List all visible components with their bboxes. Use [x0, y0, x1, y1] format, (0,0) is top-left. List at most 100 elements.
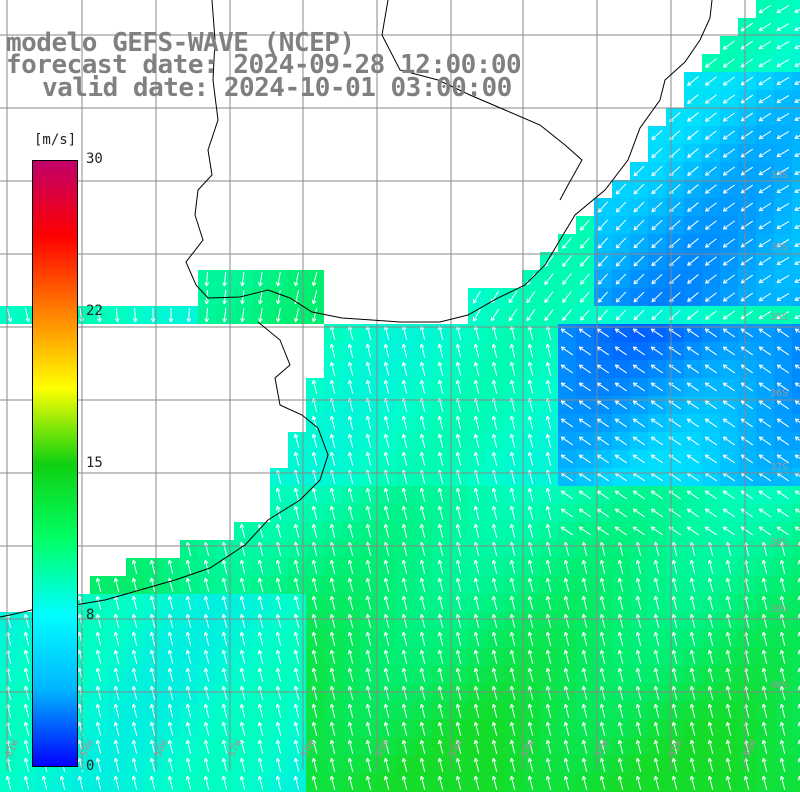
wind-arrow: [758, 418, 772, 428]
wind-arrow: [491, 343, 498, 358]
wind-arrow: [509, 379, 516, 394]
wind-arrow: [401, 415, 408, 430]
wind-arrow: [722, 76, 735, 86]
wind-arrow: [490, 308, 500, 322]
wind-arrow: [545, 379, 552, 394]
wind-arrow: [794, 364, 800, 369]
wind-arrow: [578, 328, 592, 338]
wind-arrow: [526, 308, 536, 322]
wind-arrow: [632, 382, 646, 392]
wind-arrow: [758, 526, 772, 536]
wind-arrow: [203, 577, 210, 592]
wind-arrow: [597, 237, 609, 249]
wind-arrow: [239, 523, 246, 538]
wind-arrow: [650, 382, 664, 392]
wind-arrow: [437, 505, 444, 520]
wind-arrow: [704, 526, 718, 536]
wind-arrow: [545, 451, 552, 466]
wind-arrow: [794, 526, 800, 531]
wind-arrow: [560, 418, 574, 428]
wind-cell: [792, 36, 800, 54]
wind-arrow: [311, 415, 318, 430]
lat-label: 35S: [770, 312, 788, 323]
wind-arrow: [437, 451, 444, 466]
wind-arrow: [794, 80, 800, 85]
wind-arrow: [579, 237, 590, 249]
wind-arrow: [221, 559, 228, 574]
wind-arrow: [293, 487, 300, 502]
wind-arrow: [794, 278, 800, 283]
wind-arrow: [560, 490, 574, 500]
wind-arrow: [722, 490, 736, 500]
wind-cell: [792, 666, 800, 684]
wind-arrow: [722, 238, 735, 248]
wind-arrow: [599, 541, 606, 556]
wind-arrow: [633, 201, 645, 213]
wind-arrow: [419, 343, 426, 358]
wind-arrow: [776, 508, 790, 518]
wind-arrow: [632, 454, 646, 464]
wind-arrow: [722, 166, 735, 176]
wind-arrow: [632, 328, 646, 338]
wind-arrow: [293, 505, 300, 520]
wind-arrow: [599, 559, 606, 574]
wind-arrow: [419, 451, 426, 466]
wind-cell: [792, 468, 800, 486]
wind-arrow: [383, 361, 390, 376]
wind-arrow: [758, 292, 772, 302]
wind-arrow: [473, 379, 480, 394]
wind-arrow: [686, 400, 700, 410]
wind-arrow: [239, 577, 246, 592]
wind-arrow: [578, 400, 592, 410]
wind-arrow: [758, 40, 772, 50]
wind-arrow: [651, 183, 663, 195]
wind-arrow: [722, 328, 736, 338]
wind-arrow: [671, 541, 678, 556]
wind-arrow: [275, 559, 282, 574]
wind-arrow: [560, 382, 574, 392]
wind-arrow: [635, 541, 642, 556]
wind-cell: [792, 738, 800, 756]
wind-arrow: [758, 58, 772, 68]
wind-arrow: [24, 308, 31, 323]
wind-cell: [792, 486, 800, 504]
wind-arrow: [596, 436, 610, 446]
wind-arrow: [275, 487, 282, 502]
wind-arrow: [419, 559, 426, 574]
wind-arrow: [617, 559, 624, 574]
wind-arrow: [311, 290, 318, 305]
wind-arrow: [794, 8, 800, 13]
wind-arrow: [437, 415, 444, 430]
wind-arrow: [473, 433, 480, 448]
wind-arrow: [578, 454, 592, 464]
wind-arrow: [597, 273, 609, 285]
wind-arrow: [455, 361, 462, 376]
wind-arrow: [794, 170, 800, 175]
wind-arrow: [758, 94, 772, 104]
wind-arrow: [614, 346, 628, 356]
wind-arrow: [240, 307, 245, 323]
wind-arrow: [722, 310, 735, 320]
wind-cell: [792, 576, 800, 594]
wind-arrow: [509, 541, 516, 556]
wind-arrow: [633, 219, 645, 231]
wind-arrow: [311, 577, 318, 592]
wind-arrow: [650, 436, 664, 446]
wind-arrow: [527, 343, 534, 358]
wind-arrow: [401, 379, 408, 394]
wind-arrow: [293, 559, 300, 574]
wind-arrow: [473, 559, 480, 574]
wind-arrow: [687, 274, 699, 284]
wind-arrow: [579, 273, 590, 285]
wind-arrow: [632, 436, 646, 446]
wind-arrow: [686, 454, 700, 464]
wind-arrow: [722, 94, 735, 104]
wind-arrow: [687, 184, 699, 194]
wind-arrow: [761, 541, 768, 556]
wind-arrow: [401, 487, 408, 502]
wind-arrow: [579, 309, 590, 321]
wind-arrow: [401, 433, 408, 448]
wind-arrow: [455, 541, 462, 556]
wind-arrow: [581, 559, 588, 574]
